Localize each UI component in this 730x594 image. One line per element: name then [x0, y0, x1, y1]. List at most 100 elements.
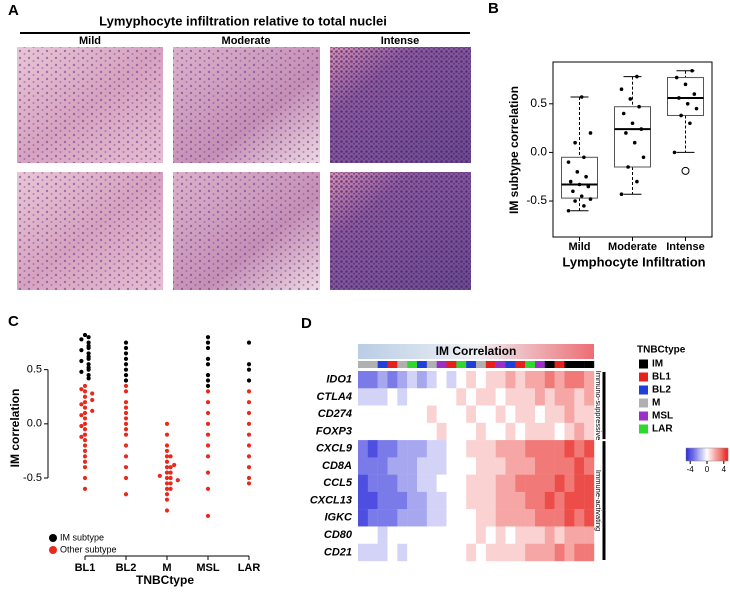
x-tick-label: M — [162, 562, 171, 574]
heat-cell — [377, 422, 388, 441]
data-point — [679, 113, 683, 118]
data-point — [123, 340, 129, 345]
row-label: CCL5 — [323, 477, 353, 489]
row-label: CD8A — [322, 460, 352, 472]
colorbar-cell — [691, 448, 693, 461]
data-point — [635, 74, 639, 79]
data-point — [205, 421, 211, 426]
heat-cell — [535, 474, 546, 493]
heat-cell — [397, 422, 408, 441]
heat-cell — [515, 388, 526, 406]
data-point — [82, 454, 88, 459]
data-point — [205, 383, 211, 389]
data-point — [588, 131, 593, 135]
data-point — [205, 454, 211, 459]
type-cell — [426, 361, 437, 368]
type-cell — [367, 361, 378, 368]
colorbar-cell — [692, 448, 694, 461]
heat-cell — [387, 491, 398, 510]
data-point — [566, 208, 571, 213]
heat-cell — [377, 388, 388, 406]
heat-cell — [446, 440, 457, 458]
data-point — [82, 332, 88, 338]
heat-cell — [584, 405, 595, 424]
heat-cell — [476, 457, 487, 475]
data-point — [621, 111, 626, 116]
heat-cell — [387, 371, 398, 389]
heat-cell — [436, 422, 447, 441]
heat-cell — [377, 405, 388, 424]
heat-cell — [554, 491, 565, 510]
heat-cell — [495, 388, 506, 406]
y-axis-label: IM subtype correlation — [507, 86, 521, 214]
heat-cell — [476, 526, 487, 544]
heat-cell — [525, 474, 536, 493]
data-point — [624, 131, 628, 135]
heat-cell — [358, 474, 369, 493]
heat-cell — [574, 491, 585, 510]
data-point — [82, 416, 88, 421]
heat-cell — [476, 543, 487, 562]
heat-cell — [495, 474, 506, 493]
data-point — [123, 345, 129, 351]
type-cell — [495, 361, 506, 368]
heat-cell — [564, 526, 575, 544]
panel-label: B — [488, 0, 499, 17]
heat-cell — [554, 457, 565, 475]
heat-cell — [387, 457, 398, 475]
heat-cell — [485, 509, 496, 527]
data-point — [635, 179, 639, 184]
heat-cell — [436, 526, 447, 544]
heat-cell — [535, 509, 546, 527]
data-point — [90, 408, 95, 413]
data-point — [123, 416, 129, 421]
heat-cell — [525, 543, 536, 562]
heat-cell — [358, 371, 369, 389]
row-label: CXCL13 — [310, 494, 352, 506]
heat-cell — [564, 388, 575, 406]
heat-cell — [377, 457, 388, 475]
heat-cell — [456, 491, 467, 510]
column-label: Mild — [79, 35, 101, 47]
heat-cell — [525, 422, 536, 441]
heat-cell — [535, 457, 546, 475]
heat-cell — [505, 405, 516, 424]
heat-cell — [446, 405, 457, 424]
heat-cell — [387, 405, 398, 424]
data-point — [246, 362, 252, 367]
colorbar-cell — [704, 448, 707, 461]
heat-cell — [564, 440, 575, 458]
data-point — [205, 378, 211, 383]
colorbar-tick-label: -4 — [687, 465, 695, 474]
colorbar-cell — [712, 448, 714, 461]
heat-cell — [426, 526, 437, 544]
type-cell — [456, 361, 467, 368]
data-point — [168, 465, 173, 470]
x-tick-label: MSL — [196, 562, 220, 574]
data-point — [79, 434, 84, 439]
heat-cell — [358, 422, 369, 441]
data-point — [579, 194, 584, 198]
heat-cell — [495, 440, 506, 458]
colorbar-cell — [725, 448, 728, 461]
data-point — [164, 508, 170, 513]
histology-texture — [330, 47, 471, 163]
heat-cell — [554, 526, 565, 544]
colorbar-cell — [718, 448, 720, 461]
row-label: CD21 — [324, 546, 352, 558]
type-cell — [466, 361, 477, 368]
heat-cell — [476, 422, 487, 441]
data-point — [205, 335, 211, 340]
data-point — [86, 351, 91, 356]
data-point — [692, 92, 697, 96]
legend-marker — [49, 546, 57, 554]
heat-cell — [544, 474, 555, 493]
heat-cell — [485, 526, 496, 544]
heat-cell — [436, 440, 447, 458]
colorbar-tick-label: 4 — [722, 465, 727, 474]
heat-cell — [564, 457, 575, 475]
heat-cell — [554, 422, 565, 441]
heat-cell — [505, 474, 516, 493]
data-point — [123, 351, 129, 356]
heat-cell — [584, 543, 595, 562]
